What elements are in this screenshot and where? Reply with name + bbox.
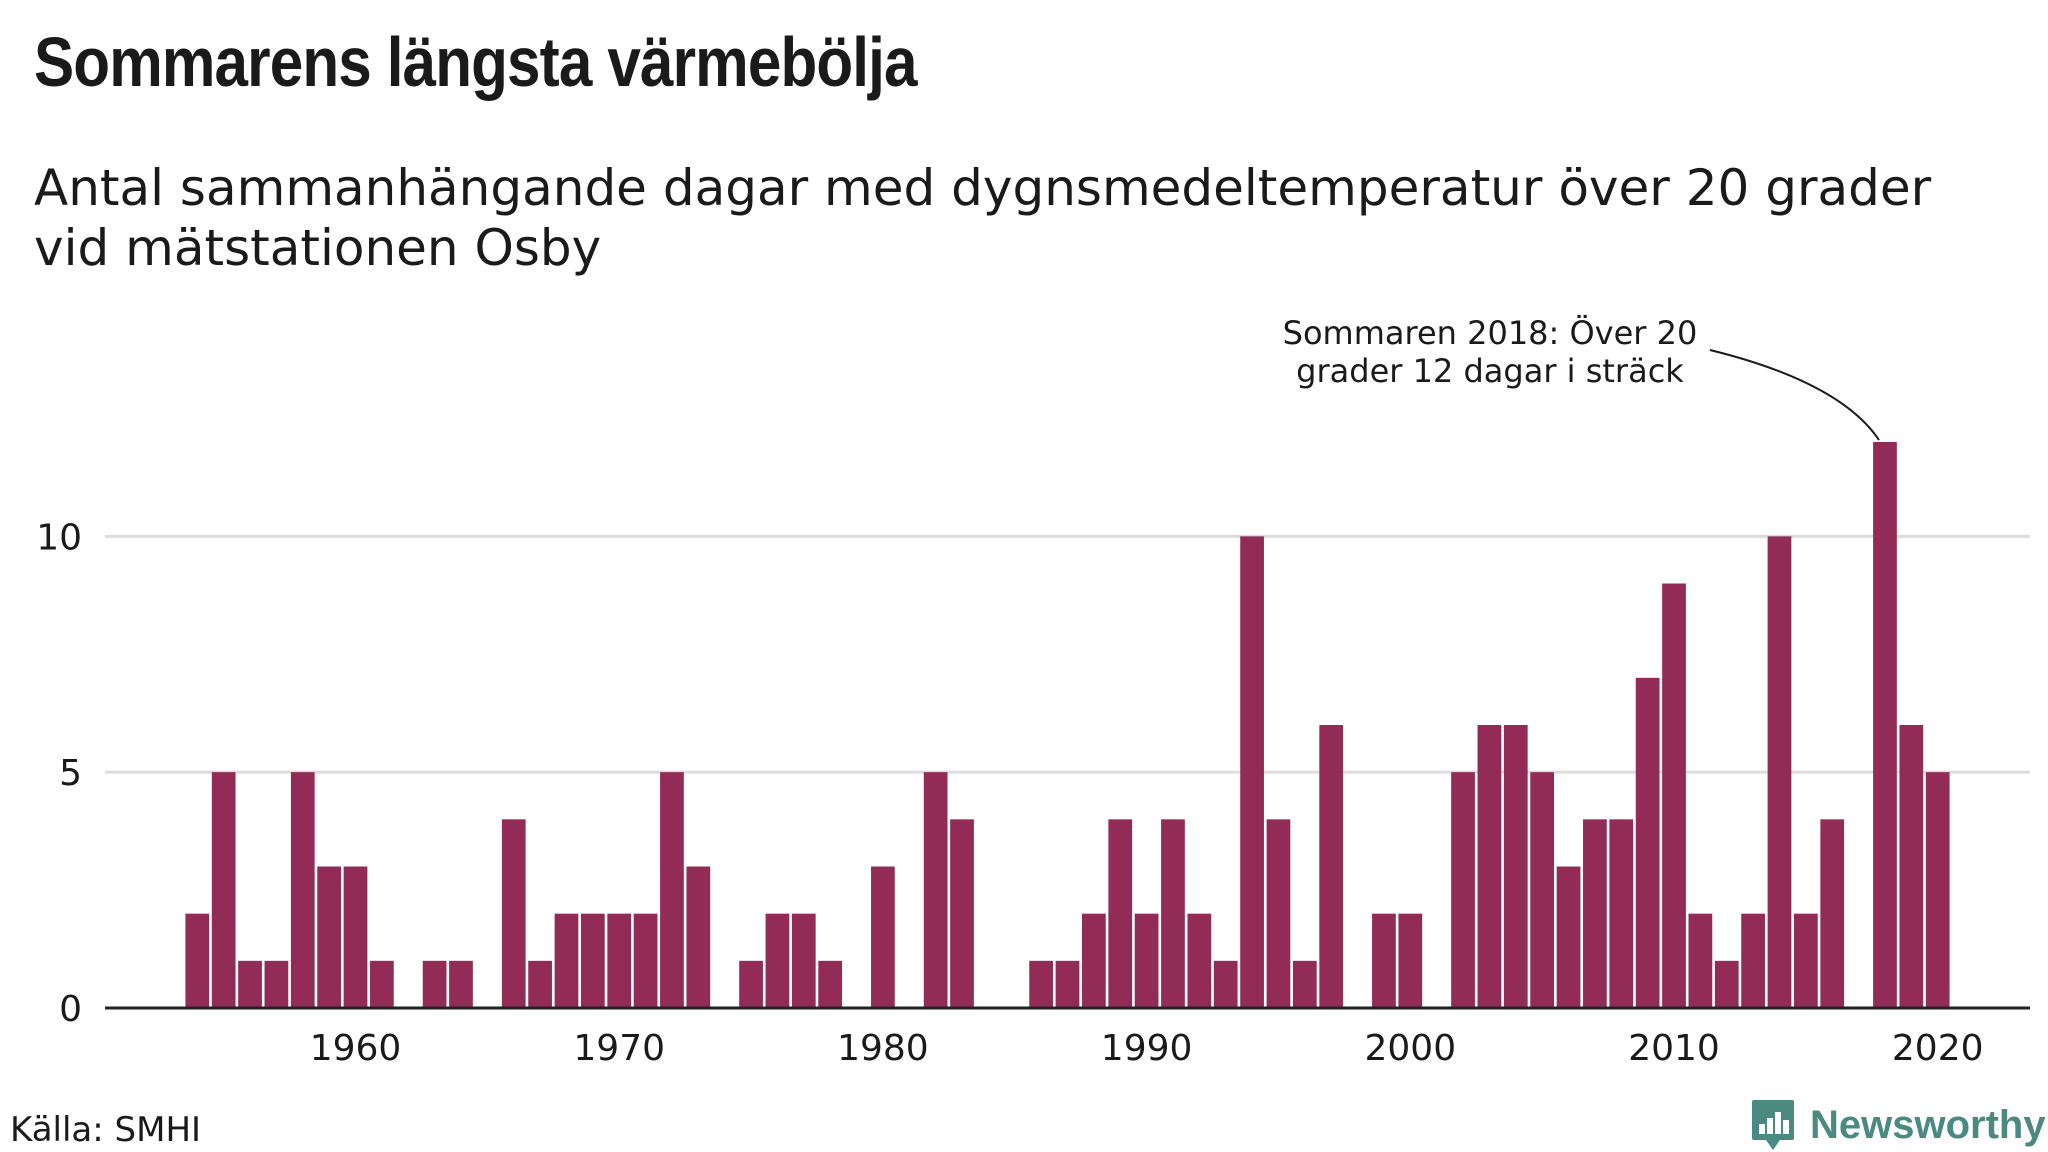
y-tick-labels: 0 5 10 [36, 517, 82, 1030]
x-tick-label-1960: 1960 [310, 1028, 402, 1069]
bar-1976 [765, 913, 790, 1008]
bar-1973 [686, 866, 711, 1008]
x-tick-label-1990: 1990 [1101, 1028, 1193, 1069]
x-tick-label-2010: 2010 [1628, 1028, 1720, 1069]
y-tick-label-10: 10 [36, 517, 82, 558]
bar-2016 [1820, 819, 1845, 1008]
newsworthy-chart-icon [1752, 1100, 1794, 1150]
bar-1960 [343, 866, 368, 1008]
bar-1968 [554, 913, 579, 1008]
bar-1969 [580, 913, 605, 1008]
bar-2014 [1767, 536, 1792, 1008]
bar-2010 [1662, 583, 1686, 1008]
annotation: Sommaren 2018: Över 20 grader 12 dagar i … [1283, 314, 1880, 441]
bar-1957 [264, 960, 289, 1008]
bar-2020 [1925, 772, 1950, 1008]
x-tick-label-2000: 2000 [1364, 1028, 1456, 1069]
bar-1966 [501, 819, 526, 1008]
annotation-line-1: Sommaren 2018: Över 20 [1283, 314, 1698, 352]
bar-1954 [185, 913, 210, 1008]
bar-1958 [290, 772, 315, 1008]
bar-2007 [1583, 819, 1607, 1008]
bars [185, 442, 1950, 1008]
bar-1994 [1240, 536, 1264, 1008]
bar-1982 [923, 772, 948, 1008]
bar-1990 [1134, 913, 1159, 1008]
x-tick-label-1970: 1970 [573, 1028, 665, 1069]
bar-1987 [1055, 960, 1080, 1008]
bar-1971 [633, 913, 658, 1008]
bar-1977 [791, 913, 816, 1008]
bar-1989 [1108, 819, 1133, 1008]
bar-2012 [1714, 960, 1739, 1008]
chart-title: Sommarens längsta värmebölja [34, 23, 917, 101]
bar-2009 [1635, 677, 1660, 1008]
y-tick-label-5: 5 [59, 753, 82, 794]
bar-1956 [238, 960, 262, 1008]
bar-1975 [739, 960, 763, 1008]
bar-2018 [1873, 442, 1897, 1008]
annotation-line-2: grader 12 dagar i sträck [1296, 352, 1684, 390]
bar-1993 [1213, 960, 1238, 1008]
bar-1996 [1292, 960, 1317, 1008]
x-tick-label-2020: 2020 [1892, 1028, 1984, 1069]
bar-1963 [422, 960, 447, 1008]
bar-1961 [370, 960, 394, 1008]
bar-2004 [1503, 725, 1528, 1008]
bar-1995 [1266, 819, 1291, 1008]
chart-subtitle: Antal sammanhängande dagar med dygnsmede… [34, 159, 1932, 277]
x-tick-labels: 1960 1970 1980 1990 2000 2010 2020 [310, 1028, 1984, 1069]
bar-1967 [528, 960, 552, 1008]
brand-logo[interactable]: Newsworthy [1750, 1098, 2046, 1152]
bar-2002 [1451, 772, 1475, 1008]
source-label: Källa: SMHI [10, 1110, 202, 1150]
brand-name: Newsworthy [1810, 1102, 2046, 1147]
bar-1978 [818, 960, 843, 1008]
bar-1988 [1082, 913, 1106, 1008]
bar-1955 [211, 772, 236, 1008]
gridlines [105, 534, 2030, 774]
annotation-text: Sommaren 2018: Över 20 grader 12 dagar i … [1283, 314, 1698, 390]
annotation-connector [1709, 349, 1880, 441]
bar-2008 [1609, 819, 1634, 1008]
bar-1970 [607, 913, 632, 1008]
bar-1991 [1161, 819, 1185, 1008]
bar-2005 [1530, 772, 1555, 1008]
bar-1983 [950, 819, 974, 1008]
bar-2000 [1398, 913, 1423, 1008]
x-tick-label-1980: 1980 [837, 1028, 929, 1069]
bar-1959 [317, 866, 342, 1008]
bar-2015 [1793, 913, 1818, 1008]
bar-1986 [1029, 960, 1053, 1008]
bar-2011 [1688, 913, 1713, 1008]
bar-1997 [1319, 725, 1344, 1008]
y-tick-label-0: 0 [59, 989, 82, 1030]
bar-1972 [660, 772, 684, 1008]
bar-2006 [1556, 866, 1581, 1008]
bar-2019 [1899, 725, 1924, 1008]
bar-2013 [1741, 913, 1765, 1008]
bar-2003 [1477, 725, 1502, 1008]
bar-1999 [1372, 913, 1396, 1008]
bar-1980 [871, 866, 895, 1008]
bar-1992 [1187, 913, 1212, 1008]
bar-1964 [449, 960, 473, 1008]
